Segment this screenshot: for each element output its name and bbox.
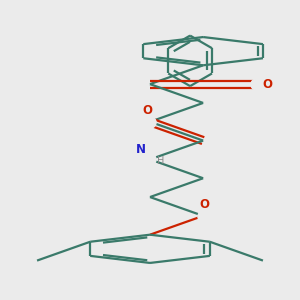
- Text: H: H: [158, 156, 165, 166]
- Text: O: O: [142, 104, 152, 117]
- Text: O: O: [263, 78, 273, 91]
- Text: O: O: [200, 198, 210, 212]
- Text: N: N: [136, 143, 146, 156]
